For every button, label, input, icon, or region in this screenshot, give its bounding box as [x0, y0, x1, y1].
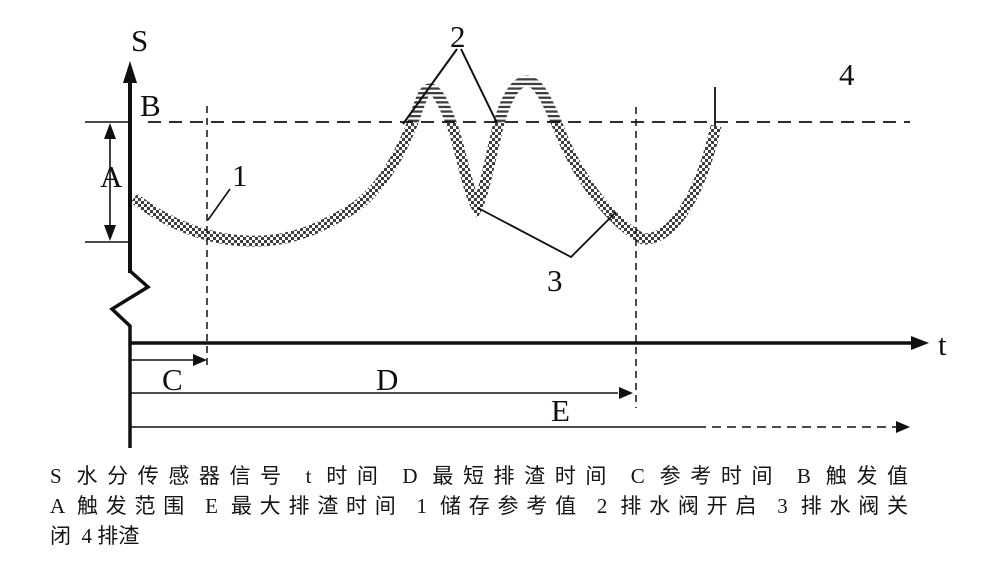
event-4-label: 4: [839, 57, 855, 92]
sensor-signal-curve: [130, 75, 722, 247]
threshold-b-label: B: [140, 88, 161, 123]
pointer-line-2a: [402, 48, 458, 125]
caption-line-2: A 触发范围 E 最大排渣时间 1 储存参考值 2 排水阀开启 3 排水阀关: [50, 494, 908, 518]
pointer-line-3: [477, 207, 617, 259]
event-3-label: 3: [547, 263, 563, 298]
c-arrowhead-icon: [193, 354, 207, 366]
s-axis-break-zigzag: [109, 269, 151, 328]
y-axis-label: S: [131, 23, 148, 58]
time-e-label: E: [551, 393, 570, 428]
e-arrowhead-icon: [896, 421, 910, 433]
signal-time-diagram: S t B A C D E 1 2 3 4: [85, 19, 947, 448]
s-axis-arrowhead-icon: [123, 61, 137, 83]
t-axis-arrowhead-icon: [911, 336, 929, 350]
time-c-label: C: [162, 362, 183, 397]
signal-curve-above-threshold: [406, 75, 563, 123]
range-a-label: A: [100, 159, 123, 194]
range-a-arrowhead-top-icon: [104, 123, 116, 139]
d-arrowhead-icon: [619, 387, 633, 399]
pointer-line-2b: [460, 48, 498, 124]
event-2-label: 2: [450, 19, 466, 54]
pointer-line-1: [207, 188, 231, 221]
caption-line-1: S 水分传感器信号 t 时间 D 最短排渣时间 C 参考时间 B 触发值: [50, 464, 908, 488]
event-1-label: 1: [232, 158, 248, 193]
caption-line-3: 闭 4 排渣: [50, 524, 140, 548]
time-d-label: D: [376, 362, 398, 397]
x-axis-label: t: [938, 327, 947, 362]
range-a-arrowhead-bottom-icon: [104, 225, 116, 241]
signal-curve-below-threshold: [130, 122, 722, 247]
legend-caption: S 水分传感器信号 t 时间 D 最短排渣时间 C 参考时间 B 触发值 A 触…: [50, 461, 908, 551]
